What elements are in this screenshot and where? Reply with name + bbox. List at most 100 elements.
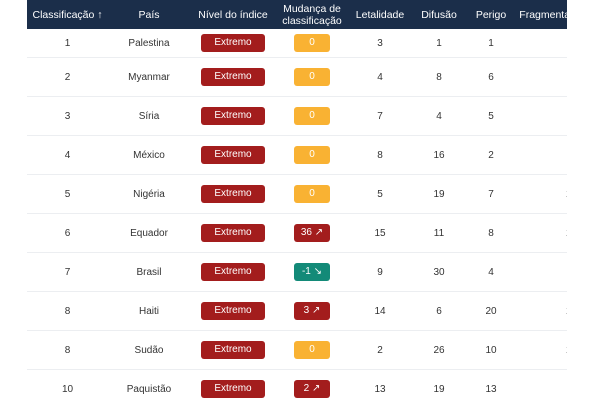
level-cell: Extremo bbox=[190, 252, 276, 292]
letalidade-cell: 2 bbox=[348, 330, 412, 370]
fragmentacao-cell: 13 bbox=[516, 291, 567, 331]
difusao-cell: 26 bbox=[412, 330, 466, 370]
letalidade-cell: 15 bbox=[348, 213, 412, 253]
change-cell: 3 ↗ bbox=[276, 291, 348, 331]
change-cell: -1 ↘ bbox=[276, 252, 348, 292]
change-cell: 0 bbox=[276, 135, 348, 175]
level-cell: Extremo bbox=[190, 330, 276, 370]
level-cell: Extremo bbox=[190, 174, 276, 214]
fragmentacao-cell: 9 bbox=[516, 29, 567, 58]
change-cell: 0 bbox=[276, 96, 348, 136]
change-badge-up: 2 ↗ bbox=[294, 380, 330, 398]
country-cell: Síria bbox=[108, 96, 190, 136]
country-cell: Sudão bbox=[108, 330, 190, 370]
fragmentacao-cell: 12 bbox=[516, 213, 567, 253]
difusao-cell: 16 bbox=[412, 135, 466, 175]
country-cell: Nigéria bbox=[108, 174, 190, 214]
ranking-table: Classificação ↑ País Nível do índice Mudanç… bbox=[27, 0, 567, 400]
fragmentacao-cell: 11 bbox=[516, 369, 567, 400]
rank-cell: 4 bbox=[27, 135, 108, 175]
change-badge-zero: 0 bbox=[294, 146, 330, 164]
column-header-nivel[interactable]: Nível do índice bbox=[190, 0, 276, 29]
change-badge-zero: 0 bbox=[294, 185, 330, 203]
letalidade-cell: 13 bbox=[348, 369, 412, 400]
level-cell: Extremo bbox=[190, 96, 276, 136]
change-badge-zero: 0 bbox=[294, 34, 330, 52]
country-cell: Equador bbox=[108, 213, 190, 253]
letalidade-cell: 7 bbox=[348, 96, 412, 136]
level-badge: Extremo bbox=[201, 380, 265, 398]
letalidade-cell: 8 bbox=[348, 135, 412, 175]
table-row[interactable]: 1PalestinaExtremo03119 bbox=[27, 29, 567, 58]
rank-cell: 2 bbox=[27, 57, 108, 97]
rank-cell: 8 bbox=[27, 291, 108, 331]
perigo-cell: 20 bbox=[466, 291, 516, 331]
perigo-cell: 5 bbox=[466, 96, 516, 136]
perigo-cell: 4 bbox=[466, 252, 516, 292]
fragmentacao-cell: 15 bbox=[516, 330, 567, 370]
letalidade-cell: 14 bbox=[348, 291, 412, 331]
change-cell: 36 ↗ bbox=[276, 213, 348, 253]
change-badge-up: 36 ↗ bbox=[294, 224, 330, 242]
change-badge-zero: 0 bbox=[294, 68, 330, 86]
level-badge: Extremo bbox=[201, 302, 265, 320]
perigo-cell: 8 bbox=[466, 213, 516, 253]
column-header-fragmentacao[interactable]: Fragmentação bbox=[516, 0, 567, 29]
rank-cell: 1 bbox=[27, 29, 108, 58]
level-cell: Extremo bbox=[190, 369, 276, 400]
difusao-cell: 19 bbox=[412, 369, 466, 400]
change-cell: 2 ↗ bbox=[276, 369, 348, 400]
country-cell: Brasil bbox=[108, 252, 190, 292]
ranking-table-container: Classificação ↑ País Nível do índice Mudanç… bbox=[27, 0, 567, 400]
column-header-mudanca[interactable]: Mudança de classificação bbox=[276, 0, 348, 29]
level-badge: Extremo bbox=[201, 107, 265, 125]
rank-cell: 3 bbox=[27, 96, 108, 136]
column-header-pais[interactable]: País bbox=[108, 0, 190, 29]
rank-cell: 8 bbox=[27, 330, 108, 370]
level-badge: Extremo bbox=[201, 341, 265, 359]
level-cell: Extremo bbox=[190, 57, 276, 97]
level-badge: Extremo bbox=[201, 224, 265, 242]
country-cell: Paquistão bbox=[108, 369, 190, 400]
difusao-cell: 30 bbox=[412, 252, 466, 292]
table-header: Classificação ↑ País Nível do índice Mudanç… bbox=[27, 0, 567, 29]
fragmentacao-cell: 10 bbox=[516, 174, 567, 214]
table-row[interactable]: 5NigériaExtremo0519710 bbox=[27, 174, 567, 214]
rank-cell: 7 bbox=[27, 252, 108, 292]
level-badge: Extremo bbox=[201, 68, 265, 86]
change-badge-up: 3 ↗ bbox=[294, 302, 330, 320]
level-badge: Extremo bbox=[201, 263, 265, 281]
letalidade-cell: 9 bbox=[348, 252, 412, 292]
difusao-cell: 6 bbox=[412, 291, 466, 331]
column-header-difusao[interactable]: Difusão bbox=[412, 0, 466, 29]
letalidade-cell: 5 bbox=[348, 174, 412, 214]
level-badge: Extremo bbox=[201, 34, 265, 52]
column-header-classificacao[interactable]: Classificação ↑ bbox=[27, 0, 108, 29]
change-badge-zero: 0 bbox=[294, 341, 330, 359]
rank-cell: 5 bbox=[27, 174, 108, 214]
fragmentacao-cell: 8 bbox=[516, 96, 567, 136]
column-header-perigo[interactable]: Perigo bbox=[466, 0, 516, 29]
difusao-cell: 19 bbox=[412, 174, 466, 214]
level-badge: Extremo bbox=[201, 146, 265, 164]
change-badge-down: -1 ↘ bbox=[294, 263, 330, 281]
letalidade-cell: 4 bbox=[348, 57, 412, 97]
level-cell: Extremo bbox=[190, 135, 276, 175]
rank-cell: 10 bbox=[27, 369, 108, 400]
change-cell: 0 bbox=[276, 29, 348, 58]
perigo-cell: 13 bbox=[466, 369, 516, 400]
country-cell: Haiti bbox=[108, 291, 190, 331]
change-badge-zero: 0 bbox=[294, 107, 330, 125]
difusao-cell: 11 bbox=[412, 213, 466, 253]
fragmentacao-cell: 3 bbox=[516, 135, 567, 175]
column-header-letalidade[interactable]: Letalidade bbox=[348, 0, 412, 29]
perigo-cell: 2 bbox=[466, 135, 516, 175]
